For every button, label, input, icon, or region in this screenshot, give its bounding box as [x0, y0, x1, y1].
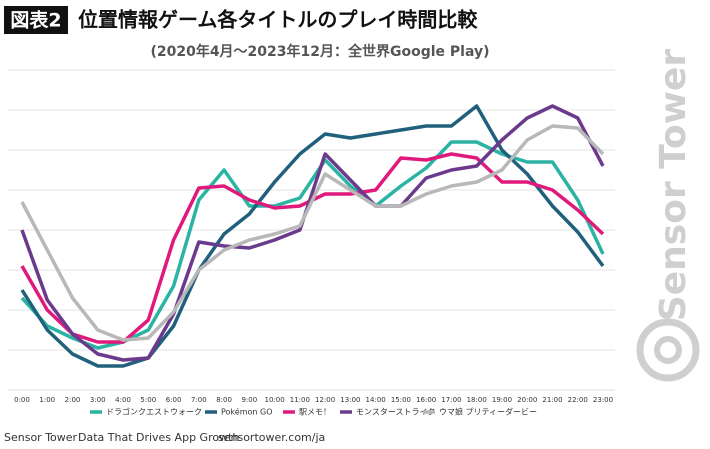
x-tick-label: 22:00: [568, 396, 588, 404]
x-tick-label: 4:00: [115, 396, 131, 404]
x-tick-label: 20:00: [517, 396, 537, 404]
x-tick-label: 9:00: [241, 396, 257, 404]
legend-label: Pokémon GO: [221, 407, 273, 417]
x-tick-label: 2:00: [65, 396, 81, 404]
x-tick-label: 23:00: [593, 396, 613, 404]
x-tick-label: 6:00: [166, 396, 182, 404]
x-tick-label: 10:00: [265, 396, 285, 404]
x-tick-label: 5:00: [140, 396, 156, 404]
chart-subtitle: (2020年4月〜2023年12月：全世界Google Play): [150, 43, 489, 60]
footer-url: sensortower.com/ja: [218, 431, 325, 444]
series-line: [20, 104, 605, 362]
x-tick-label: 14:00: [366, 396, 386, 404]
x-tick-label: 18:00: [467, 396, 487, 404]
series-line: [20, 152, 605, 344]
x-tick-label: 7:00: [191, 396, 207, 404]
series-line: [20, 140, 605, 350]
series-line: [20, 124, 605, 342]
x-tick-label: 8:00: [216, 396, 232, 404]
badge-box: [4, 6, 68, 34]
x-tick-label: 1:00: [39, 396, 55, 404]
legend-label: ドラゴンクエストウォーク: [106, 407, 202, 417]
x-tick-label: 13:00: [340, 396, 360, 404]
x-tick-label: 15:00: [391, 396, 411, 404]
series-line: [20, 104, 605, 368]
legend-label: ウマ娘 プリティーダービー: [439, 407, 537, 417]
x-tick-label: 19:00: [492, 396, 512, 404]
chart-title: 位置情報ゲーム各タイトルのプレイ時間比較: [78, 8, 478, 32]
x-tick-label: 3:00: [90, 396, 106, 404]
x-tick-label: 17:00: [441, 396, 461, 404]
legend-label: モンスターストライク: [356, 408, 435, 417]
x-tick-label: 16:00: [416, 396, 436, 404]
footer-tagline: Data That Drives App Growth: [78, 431, 239, 444]
x-tick-label: 0:00: [14, 396, 30, 404]
x-tick-label: 11:00: [290, 396, 310, 404]
x-tick-label: 12:00: [315, 396, 335, 404]
legend-label: 駅メモ！: [299, 408, 331, 417]
watermark-logo: [636, 318, 700, 382]
x-tick-label: 21:00: [542, 396, 562, 404]
watermark: Sensor Tower: [653, 49, 694, 322]
badge: 図表2: [10, 9, 61, 32]
footer-brand: Sensor Tower: [4, 431, 78, 444]
